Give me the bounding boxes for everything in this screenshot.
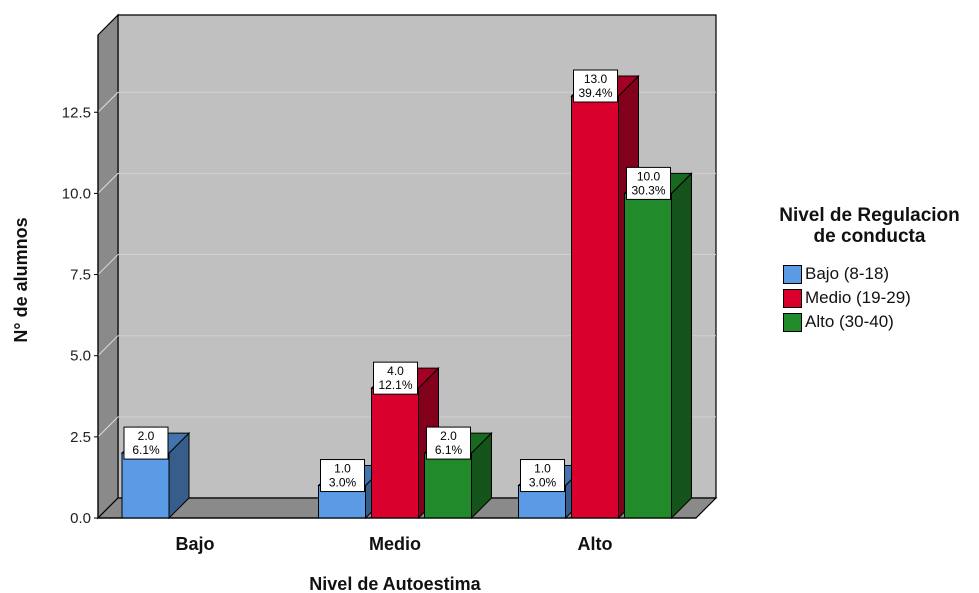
legend-swatch-bajo — [783, 264, 802, 284]
bar-front — [371, 387, 419, 519]
data-label-box — [426, 426, 471, 460]
bar-alto-series-2: 10.030.3% — [623, 166, 693, 520]
gridline-side — [97, 173, 119, 194]
legend-item-alto: Alto (30-40) — [783, 310, 911, 334]
legend-label-medio: Medio (19-29) — [805, 288, 911, 307]
data-label-percent: 6.1% — [132, 443, 160, 457]
y-tick-label: 2.5 — [70, 429, 91, 446]
legend-item-bajo: Bajo (8-18) — [783, 262, 911, 286]
data-label-value: 4.0 — [387, 364, 404, 378]
x-tick-label: Alto — [578, 534, 613, 554]
y-tick-label: 5.0 — [70, 348, 91, 365]
x-tick-label: Medio — [369, 534, 421, 554]
bar-bajo-series-0: 2.06.1% — [120, 426, 191, 520]
y-tick-label: 7.5 — [70, 267, 91, 284]
data-label-value: 13.0 — [584, 72, 608, 86]
bar-front — [571, 95, 619, 519]
legend-label-alto: Alto (30-40) — [805, 312, 894, 331]
legend-item-medio: Medio (19-29) — [783, 286, 911, 310]
data-label-box — [626, 166, 671, 200]
bar-medio-series-2: 2.06.1% — [423, 426, 493, 520]
data-label-percent: 6.1% — [435, 443, 463, 457]
legend-label-bajo: Bajo (8-18) — [805, 264, 890, 283]
data-label-box — [573, 69, 618, 103]
data-label-percent: 30.3% — [631, 183, 665, 197]
bar-side — [671, 172, 692, 520]
y-tick-label: 10.0 — [62, 185, 91, 202]
gridline-side — [97, 335, 119, 357]
legend-title-line-2: de conducta — [813, 226, 926, 247]
bar-front — [624, 192, 672, 519]
data-label-percent: 3.0% — [329, 476, 357, 490]
data-label-percent: 3.0% — [529, 476, 557, 490]
legend-swatch-alto — [783, 312, 802, 332]
gridline-side — [97, 254, 119, 275]
data-label-box — [123, 426, 169, 460]
data-label-percent: 12.1% — [378, 378, 412, 392]
data-label-value: 1.0 — [334, 462, 351, 476]
data-label-value: 2.0 — [440, 429, 457, 443]
x-axis-title: Nivel de Autoestima — [309, 574, 481, 593]
bar-front — [424, 452, 472, 519]
legend-swatch-medio — [783, 288, 802, 308]
data-label-value: 1.0 — [534, 462, 551, 476]
y-tick-label: 12.5 — [62, 104, 91, 121]
data-label-percent: 39.4% — [578, 86, 612, 100]
x-tick-label: Bajo — [175, 534, 214, 554]
data-label-box — [373, 361, 418, 395]
y-tick-label: 0.0 — [70, 510, 91, 527]
y-axis-title: N° de alumnos — [11, 217, 31, 342]
data-label-value: 10.0 — [637, 169, 661, 183]
data-label-box — [520, 459, 565, 493]
gridline-side — [97, 416, 119, 438]
plot-left-wall — [97, 13, 119, 520]
bar-front — [121, 452, 170, 519]
legend-title: Nivel de Regulacion de conducta — [760, 205, 979, 247]
gridline-side — [97, 91, 119, 113]
legend-title-line-1: Nivel de Regulacion — [779, 205, 960, 226]
legend: Bajo (8-18) Medio (19-29) Alto (30-40) — [783, 262, 911, 334]
data-label-value: 2.0 — [138, 429, 155, 443]
data-label-box — [320, 459, 365, 493]
